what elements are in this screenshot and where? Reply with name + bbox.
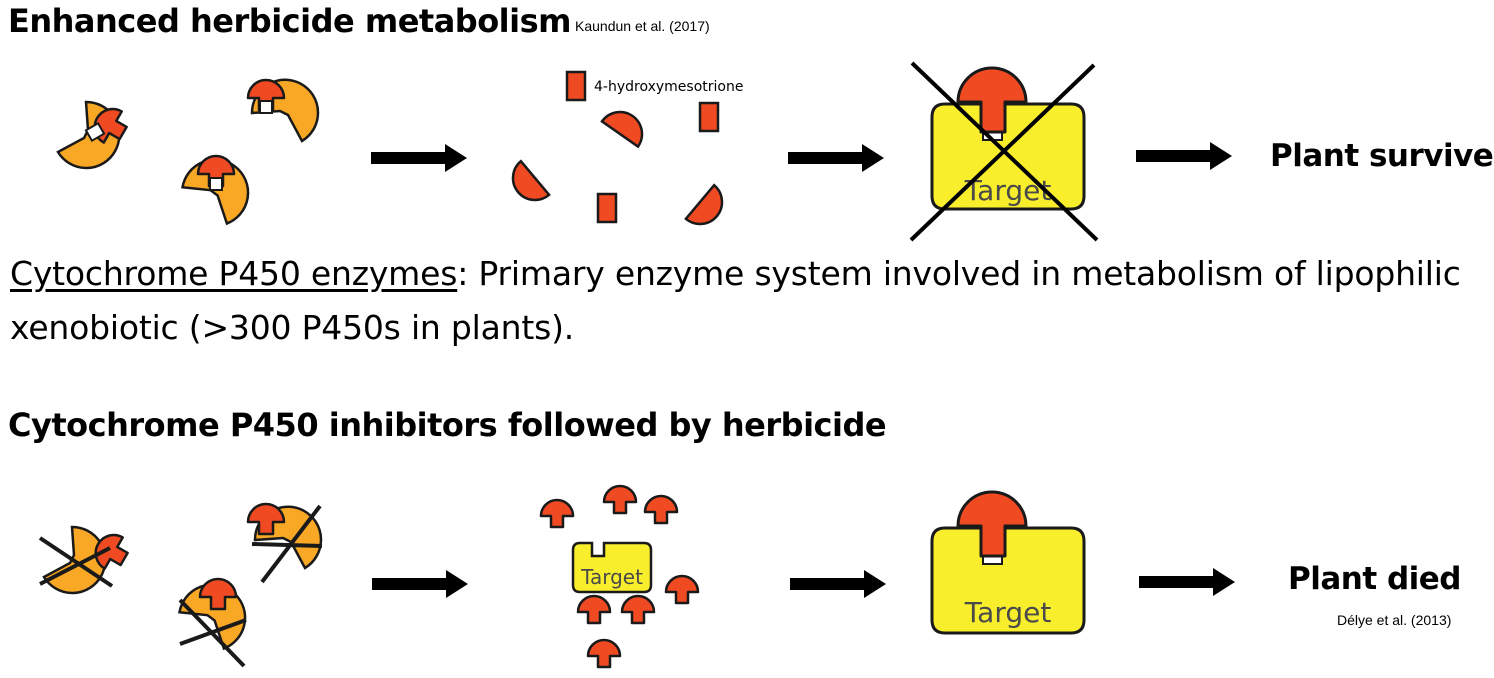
outcome-plant-died: Plant died — [1288, 561, 1461, 597]
inhibited-enzyme-3 — [173, 577, 252, 668]
metabolite-rect-1 — [698, 101, 720, 133]
metabolite-halfdisc-3 — [684, 183, 733, 235]
description-line-2: xenobiotic (>300 P450s in plants). — [10, 308, 575, 347]
target-top: Target — [909, 61, 1099, 242]
outcome-plant-survive: Plant survive — [1270, 138, 1494, 174]
inhibited-enzyme-2 — [246, 502, 323, 584]
metabolite-rect-legend — [565, 70, 587, 102]
description-text-1: : Primary enzyme system involved in meta… — [457, 254, 1461, 293]
target-label-top: Target — [964, 174, 1052, 207]
description-line-1: Cytochrome P450 enzymes: Primary enzyme … — [10, 247, 1461, 301]
arrow-3 — [1136, 142, 1232, 170]
arrow-2 — [788, 144, 884, 172]
target-small: Target — [571, 541, 653, 594]
metabolite-halfdisc-2 — [502, 159, 551, 211]
target-label-small: Target — [580, 565, 643, 589]
arrow-6 — [1139, 568, 1235, 596]
cross-line — [909, 63, 1096, 242]
p450-term: Cytochrome P450 enzymes — [10, 254, 458, 293]
citation-kaundun: Kaundun et al. (2017) — [575, 18, 710, 34]
enzyme-herbicide-complex-3 — [176, 153, 255, 228]
section-title-metabolism: Enhanced herbicide metabolism — [8, 2, 572, 40]
arrow-4 — [372, 570, 468, 598]
target-bottom: Target — [930, 490, 1086, 635]
citation-delye: Délye et al. (2013) — [1337, 612, 1452, 628]
metabolite-label: 4-hydroxymesotrione — [594, 79, 743, 95]
enzyme-herbicide-complex-1 — [56, 100, 134, 170]
arrow-1 — [371, 144, 467, 172]
inhibited-enzyme-1 — [38, 525, 135, 595]
section-title-inhibitors: Cytochrome P450 inhibitors followed by h… — [8, 406, 887, 444]
enzyme-herbicide-complex-2 — [246, 78, 320, 143]
target-label-bottom: Target — [964, 596, 1052, 629]
metabolite-halfdisc-1 — [600, 102, 652, 148]
arrow-5 — [790, 570, 886, 598]
metabolite-rect-2 — [596, 192, 618, 224]
